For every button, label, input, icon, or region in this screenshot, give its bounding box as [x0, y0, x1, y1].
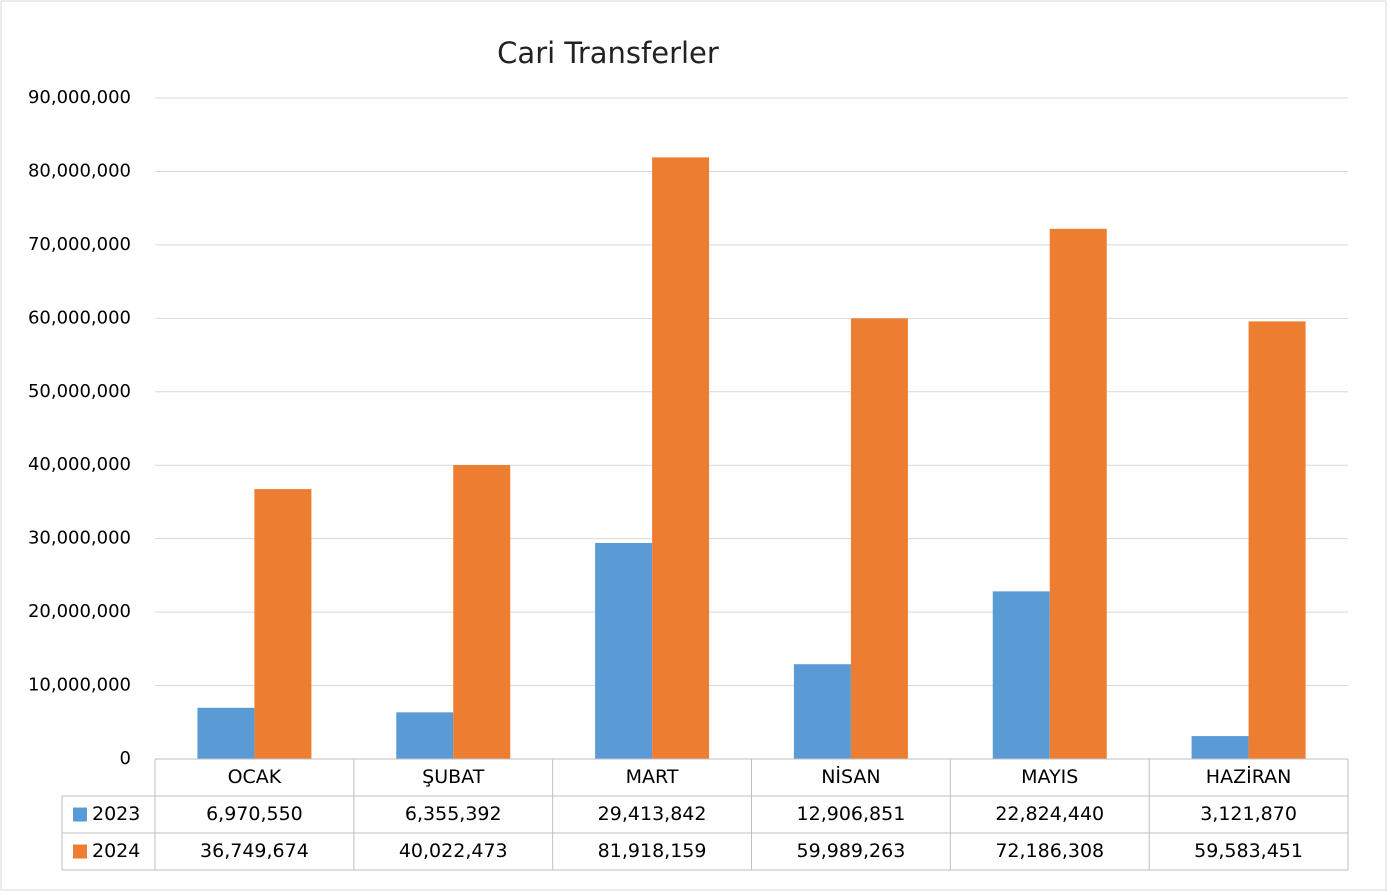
- x-tick-label: NİSAN: [821, 765, 880, 788]
- y-tick-label: 20,000,000: [28, 601, 131, 622]
- y-tick-label: 10,000,000: [28, 675, 131, 696]
- bar: [1248, 321, 1306, 759]
- bar: [652, 157, 710, 759]
- bar: [595, 542, 653, 759]
- table-cell: 6,355,392: [405, 803, 502, 825]
- legend-swatch: [73, 807, 87, 822]
- bar: [992, 591, 1050, 759]
- y-tick-label: 0: [120, 748, 131, 769]
- table-cell: 59,583,451: [1194, 840, 1303, 862]
- bar: [1049, 228, 1107, 759]
- y-tick-label: 50,000,000: [28, 381, 131, 402]
- y-tick-label: 70,000,000: [28, 234, 131, 255]
- table-cell: 6,970,550: [206, 803, 303, 825]
- x-tick-label: OCAK: [228, 766, 282, 788]
- legend-label: 2023: [92, 803, 140, 825]
- bar: [197, 707, 255, 759]
- bar: [1191, 736, 1249, 759]
- table-cell: 40,022,473: [399, 840, 508, 862]
- table-cell: 22,824,440: [995, 803, 1104, 825]
- bar: [850, 318, 908, 759]
- x-tick-label: MAYIS: [1021, 766, 1078, 788]
- bar: [254, 489, 312, 759]
- table-cell: 3,121,870: [1200, 803, 1297, 825]
- y-tick-label: 40,000,000: [28, 454, 131, 475]
- y-tick-label: 30,000,000: [28, 528, 131, 549]
- table-cell: 81,918,159: [598, 840, 707, 862]
- bar: [453, 465, 511, 759]
- table-cell: 36,749,674: [200, 840, 309, 862]
- table-cell: 12,906,851: [797, 803, 906, 825]
- bar: [793, 664, 851, 759]
- y-tick-label: 80,000,000: [28, 160, 131, 181]
- table-cell: 29,413,842: [598, 803, 707, 825]
- y-tick-label: 60,000,000: [28, 307, 131, 328]
- y-tick-label: 90,000,000: [28, 87, 131, 108]
- x-tick-label: ŞUBAT: [422, 766, 485, 788]
- chart-title: Cari Transferler: [497, 36, 719, 70]
- table-cell: 59,989,263: [797, 840, 906, 862]
- x-tick-label: MART: [626, 766, 679, 788]
- legend-label: 2024: [92, 840, 140, 862]
- table-cell: 72,186,308: [995, 840, 1104, 862]
- legend-swatch: [73, 844, 87, 859]
- x-tick-label: HAZİRAN: [1206, 765, 1292, 788]
- bar: [396, 712, 454, 759]
